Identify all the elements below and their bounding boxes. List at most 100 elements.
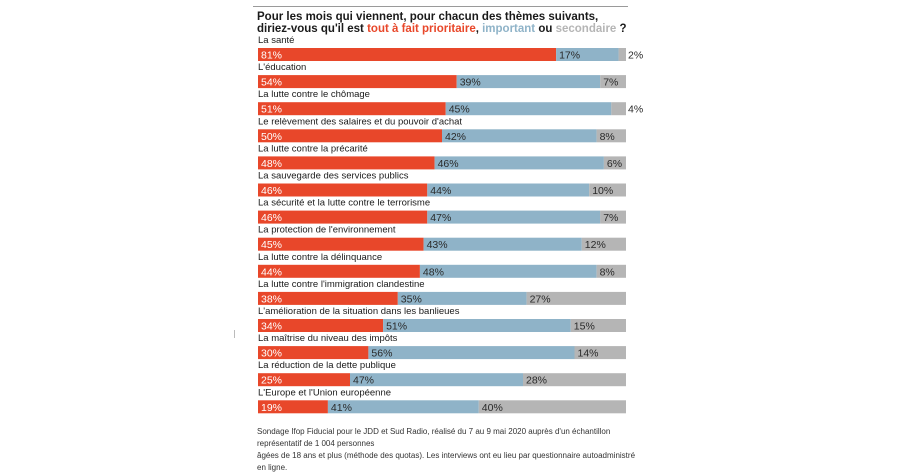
category-label: La maîtrise du niveau des impôts [258, 333, 398, 344]
data-label: 46% [261, 185, 282, 197]
data-label: 17% [559, 50, 580, 62]
bar-prioritaire [258, 319, 384, 332]
bar-important [434, 156, 604, 170]
question-text: diriez-vous qu'il est [257, 23, 368, 35]
question-mark: ? [616, 23, 627, 35]
data-label: 41% [331, 402, 352, 414]
bar-prioritaire [258, 346, 369, 360]
bar-important [442, 129, 597, 143]
data-label: 7% [603, 77, 618, 89]
data-label: 39% [460, 77, 481, 89]
legend-secondaire: secondaire [555, 23, 617, 35]
bar-prioritaire [258, 264, 420, 278]
source-line-2: âgées de 18 ans et plus (méthode des quo… [257, 451, 636, 472]
category-label: L'éducation [258, 62, 306, 73]
bar-prioritaire [258, 48, 557, 61]
data-label: 8% [600, 131, 615, 143]
bar-secondaire [478, 400, 626, 414]
bar-important [397, 291, 527, 305]
question-separator: ou [535, 23, 556, 35]
bar-important [419, 264, 597, 278]
bar-secondaire [618, 48, 626, 61]
bar-secondaire [596, 129, 626, 143]
category-label: La sécurité et la lutte contre le terror… [258, 198, 430, 209]
category-label: L'Europe et l'Union européenne [258, 387, 391, 398]
data-label: 8% [600, 266, 615, 278]
data-label: 10% [592, 185, 613, 197]
bar-prioritaire [258, 75, 457, 89]
data-label: 43% [427, 239, 448, 251]
question-separator: , [475, 23, 483, 35]
bar-prioritaire [258, 156, 435, 170]
legend-prioritaire: tout à fait prioritaire [367, 23, 476, 35]
data-label: 45% [449, 104, 470, 116]
bar-important [427, 183, 590, 197]
data-label: 15% [574, 321, 595, 333]
top-divider [253, 6, 628, 7]
bar-secondaire [581, 237, 626, 251]
data-label: 48% [261, 158, 282, 170]
data-label: 44% [261, 266, 282, 278]
data-label: 46% [261, 212, 282, 224]
question-line-1: Pour les mois qui viennent, pour chacun … [257, 11, 599, 23]
data-label: 54% [261, 77, 282, 89]
category-label: L'amélioration de la situation dans les … [258, 306, 460, 317]
data-label: 34% [261, 321, 282, 333]
data-label: 12% [585, 239, 606, 251]
data-label: 35% [401, 293, 422, 305]
data-label: 46% [438, 158, 459, 170]
data-label: 19% [261, 402, 282, 414]
survey-source-note: Sondage Ifop Fiducial pour le JDD et Sud… [257, 426, 637, 474]
data-label: 47% [353, 375, 374, 387]
data-label: 48% [423, 266, 444, 278]
bar-secondaire [600, 210, 626, 224]
data-label: 40% [482, 402, 503, 414]
data-label: 44% [430, 185, 451, 197]
data-label: 28% [526, 375, 547, 387]
bar-secondaire [574, 346, 626, 360]
bar-important [368, 346, 575, 360]
bar-secondaire [589, 183, 626, 197]
data-label: 45% [261, 239, 282, 251]
data-label: 56% [371, 348, 392, 360]
bar-important [423, 237, 582, 251]
bar-prioritaire [258, 291, 398, 305]
bar-important [383, 319, 571, 332]
data-label: 4% [628, 104, 643, 116]
question-line-2: diriez-vous qu'il est tout à fait priori… [257, 23, 657, 35]
bar-prioritaire [258, 102, 446, 116]
category-label: La lutte contre la précarité [258, 143, 368, 154]
bar-important [350, 373, 523, 387]
bar-important [556, 48, 619, 61]
data-label: 38% [261, 293, 282, 305]
bar-important [456, 75, 601, 89]
bar-prioritaire [258, 129, 442, 143]
data-label: 47% [430, 212, 451, 224]
category-label: La sauvegarde des services publics [258, 171, 409, 182]
data-label: 14% [578, 348, 599, 360]
category-label: Le relèvement des salaires et du pouvoir… [258, 116, 462, 127]
data-label: 25% [261, 375, 282, 387]
legend-important: important [482, 23, 536, 35]
data-label: 30% [261, 348, 282, 360]
data-label: 2% [628, 50, 643, 62]
data-label: 51% [386, 321, 407, 333]
data-label: 6% [607, 158, 622, 170]
bar-secondaire [526, 291, 626, 305]
category-label: La lutte contre l'immigration clandestin… [258, 279, 425, 290]
chart-question: Pour les mois qui viennent, pour chacun … [257, 11, 657, 35]
bar-secondaire [603, 156, 626, 170]
bar-important [327, 400, 479, 414]
category-label: La réduction de la dette publique [258, 360, 396, 371]
bar-secondaire [596, 264, 626, 278]
bar-secondaire [600, 75, 626, 89]
bar-secondaire [570, 319, 626, 332]
category-label: La lutte contre la délinquance [258, 252, 382, 263]
bar-prioritaire [258, 237, 424, 251]
margin-mark [234, 330, 235, 338]
bar-secondaire [611, 102, 626, 116]
category-label: La santé [258, 35, 294, 46]
data-label: 7% [603, 212, 618, 224]
bar-prioritaire [258, 400, 328, 414]
